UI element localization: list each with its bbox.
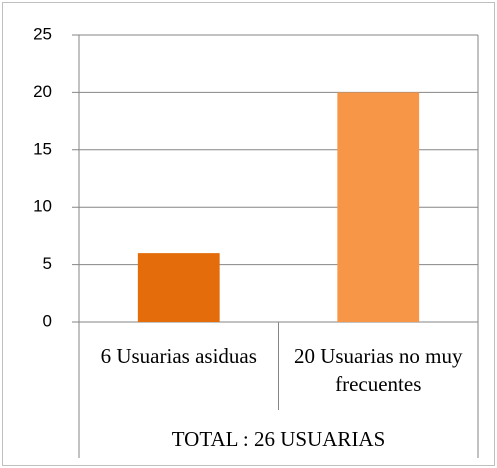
group-label: TOTAL : 26 USUARIAS [171,427,386,451]
y-tick-label: 25 [33,24,52,43]
y-tick-label: 10 [33,197,52,216]
bar [337,92,420,323]
x-tick-label: 20 Usuarias no muy frecuentes [293,344,463,396]
y-tick-label: 15 [33,139,52,158]
bar [137,253,220,322]
x-tick-label: 6 Usuarias asiduas [100,344,257,368]
y-tick-label: 20 [33,82,52,101]
y-tick-label: 0 [43,311,52,330]
y-tick-label: 5 [43,254,52,273]
